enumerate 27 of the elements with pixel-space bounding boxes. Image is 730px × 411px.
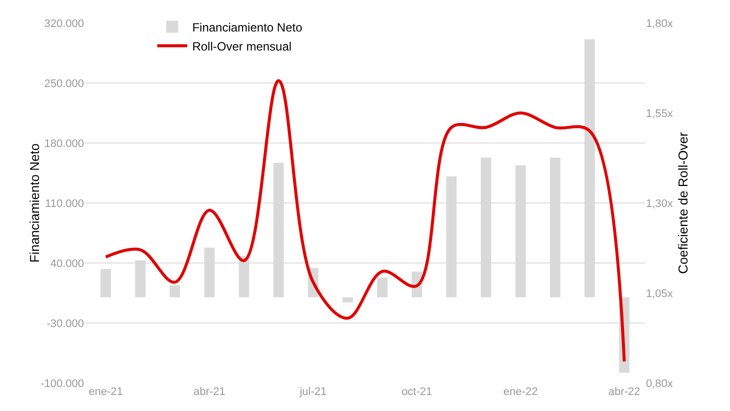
y-tick-label: 40.000 — [50, 258, 84, 270]
y2-tick-label: 0,80x — [646, 378, 674, 390]
legend-label: Roll-Over mensual — [192, 39, 292, 54]
x-tick-label: oct-21 — [402, 386, 432, 398]
y-tick-label: 110.000 — [45, 198, 84, 210]
y2-tick-label: 1,55x — [646, 108, 674, 120]
y2-tick-label: 1,05x — [646, 288, 674, 300]
x-tick-label: abr-21 — [194, 386, 226, 398]
y-tick-label: -100.000 — [40, 378, 84, 390]
bar — [100, 269, 111, 298]
y2-tick-label: 1,30x — [646, 198, 674, 210]
x-tick-label: abr-22 — [608, 386, 640, 398]
bar — [377, 278, 388, 298]
bar — [342, 297, 353, 302]
y-tick-label: 250.000 — [44, 78, 84, 90]
y-tick-label: 180.000 — [44, 138, 84, 150]
x-tick-label: ene-22 — [503, 386, 538, 398]
y2-tick-label: 1,80x — [646, 18, 674, 30]
y-tick-label: 320.000 — [44, 18, 84, 30]
y-tick-label: -30.000 — [46, 318, 84, 330]
legend-label: Financiamiento Neto — [192, 20, 303, 34]
y2-axis-title: Coeficiente de Roll-Over — [676, 132, 690, 274]
line-series — [104, 79, 626, 363]
bar — [170, 285, 180, 298]
x-tick-label: jul-21 — [298, 386, 327, 398]
x-tick-label: ene-21 — [88, 386, 123, 398]
y-axis-title: Financiamiento Neto — [27, 143, 42, 263]
